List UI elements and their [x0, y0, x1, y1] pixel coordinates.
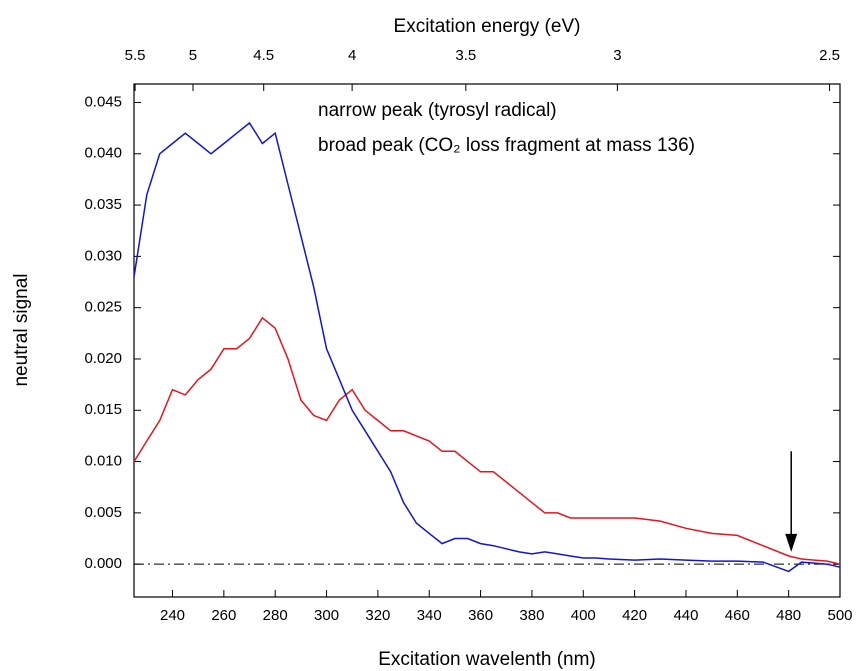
x-tick-label: 400 [571, 607, 596, 624]
x-tick-label: 280 [263, 607, 288, 624]
x2-tick-label: 3.5 [455, 47, 476, 64]
y-tick-label: 0.005 [84, 504, 122, 521]
x-tick-label: 260 [211, 607, 236, 624]
x-tick-label: 500 [827, 607, 852, 624]
x-axis-title: Excitation wavelenth (nm) [378, 649, 596, 670]
x2-tick-label: 5.5 [125, 47, 146, 64]
x-tick-label: 340 [417, 607, 442, 624]
series-line [133, 316, 841, 565]
x-tick-label: 300 [314, 607, 339, 624]
top-axis-title: Excitation energy (eV) [394, 16, 581, 37]
y-axis-title: neutral signal [11, 273, 32, 386]
series-line [133, 121, 841, 573]
x-tick-label: 480 [776, 607, 801, 624]
y-tick-label: 0.010 [84, 453, 122, 470]
x2-tick-label: 4 [348, 47, 356, 64]
x2-tick-label: 2.5 [819, 47, 840, 64]
x-tick-label: 460 [725, 607, 750, 624]
y-tick-label: 0.025 [84, 299, 122, 316]
y-tick-label: 0.045 [84, 93, 122, 110]
x-tick-label: 360 [468, 607, 493, 624]
x2-tick-label: 3 [613, 47, 621, 64]
y-tick-label: 0.000 [84, 555, 122, 572]
x-tick-label: 320 [365, 607, 390, 624]
x2-tick-label: 4.5 [253, 47, 274, 64]
x-tick-label: 420 [622, 607, 647, 624]
y-tick-label: 0.035 [84, 196, 122, 213]
x2-tick-label: 5 [189, 47, 197, 64]
arrow-head [785, 533, 798, 552]
y-tick-label: 0.020 [84, 350, 122, 367]
x-tick-label: 440 [673, 607, 698, 624]
x-tick-label: 240 [160, 607, 185, 624]
y-tick-label: 0.030 [84, 247, 122, 264]
plot-frame [133, 83, 841, 598]
x-tick-label: 380 [519, 607, 544, 624]
legend-entry: broad peak (CO₂ loss fragment at mass 13… [318, 135, 695, 156]
y-tick-label: 0.040 [84, 145, 122, 162]
legend-entry: narrow peak (tyrosyl radical) [318, 100, 557, 121]
y-tick-label: 0.015 [84, 401, 122, 418]
